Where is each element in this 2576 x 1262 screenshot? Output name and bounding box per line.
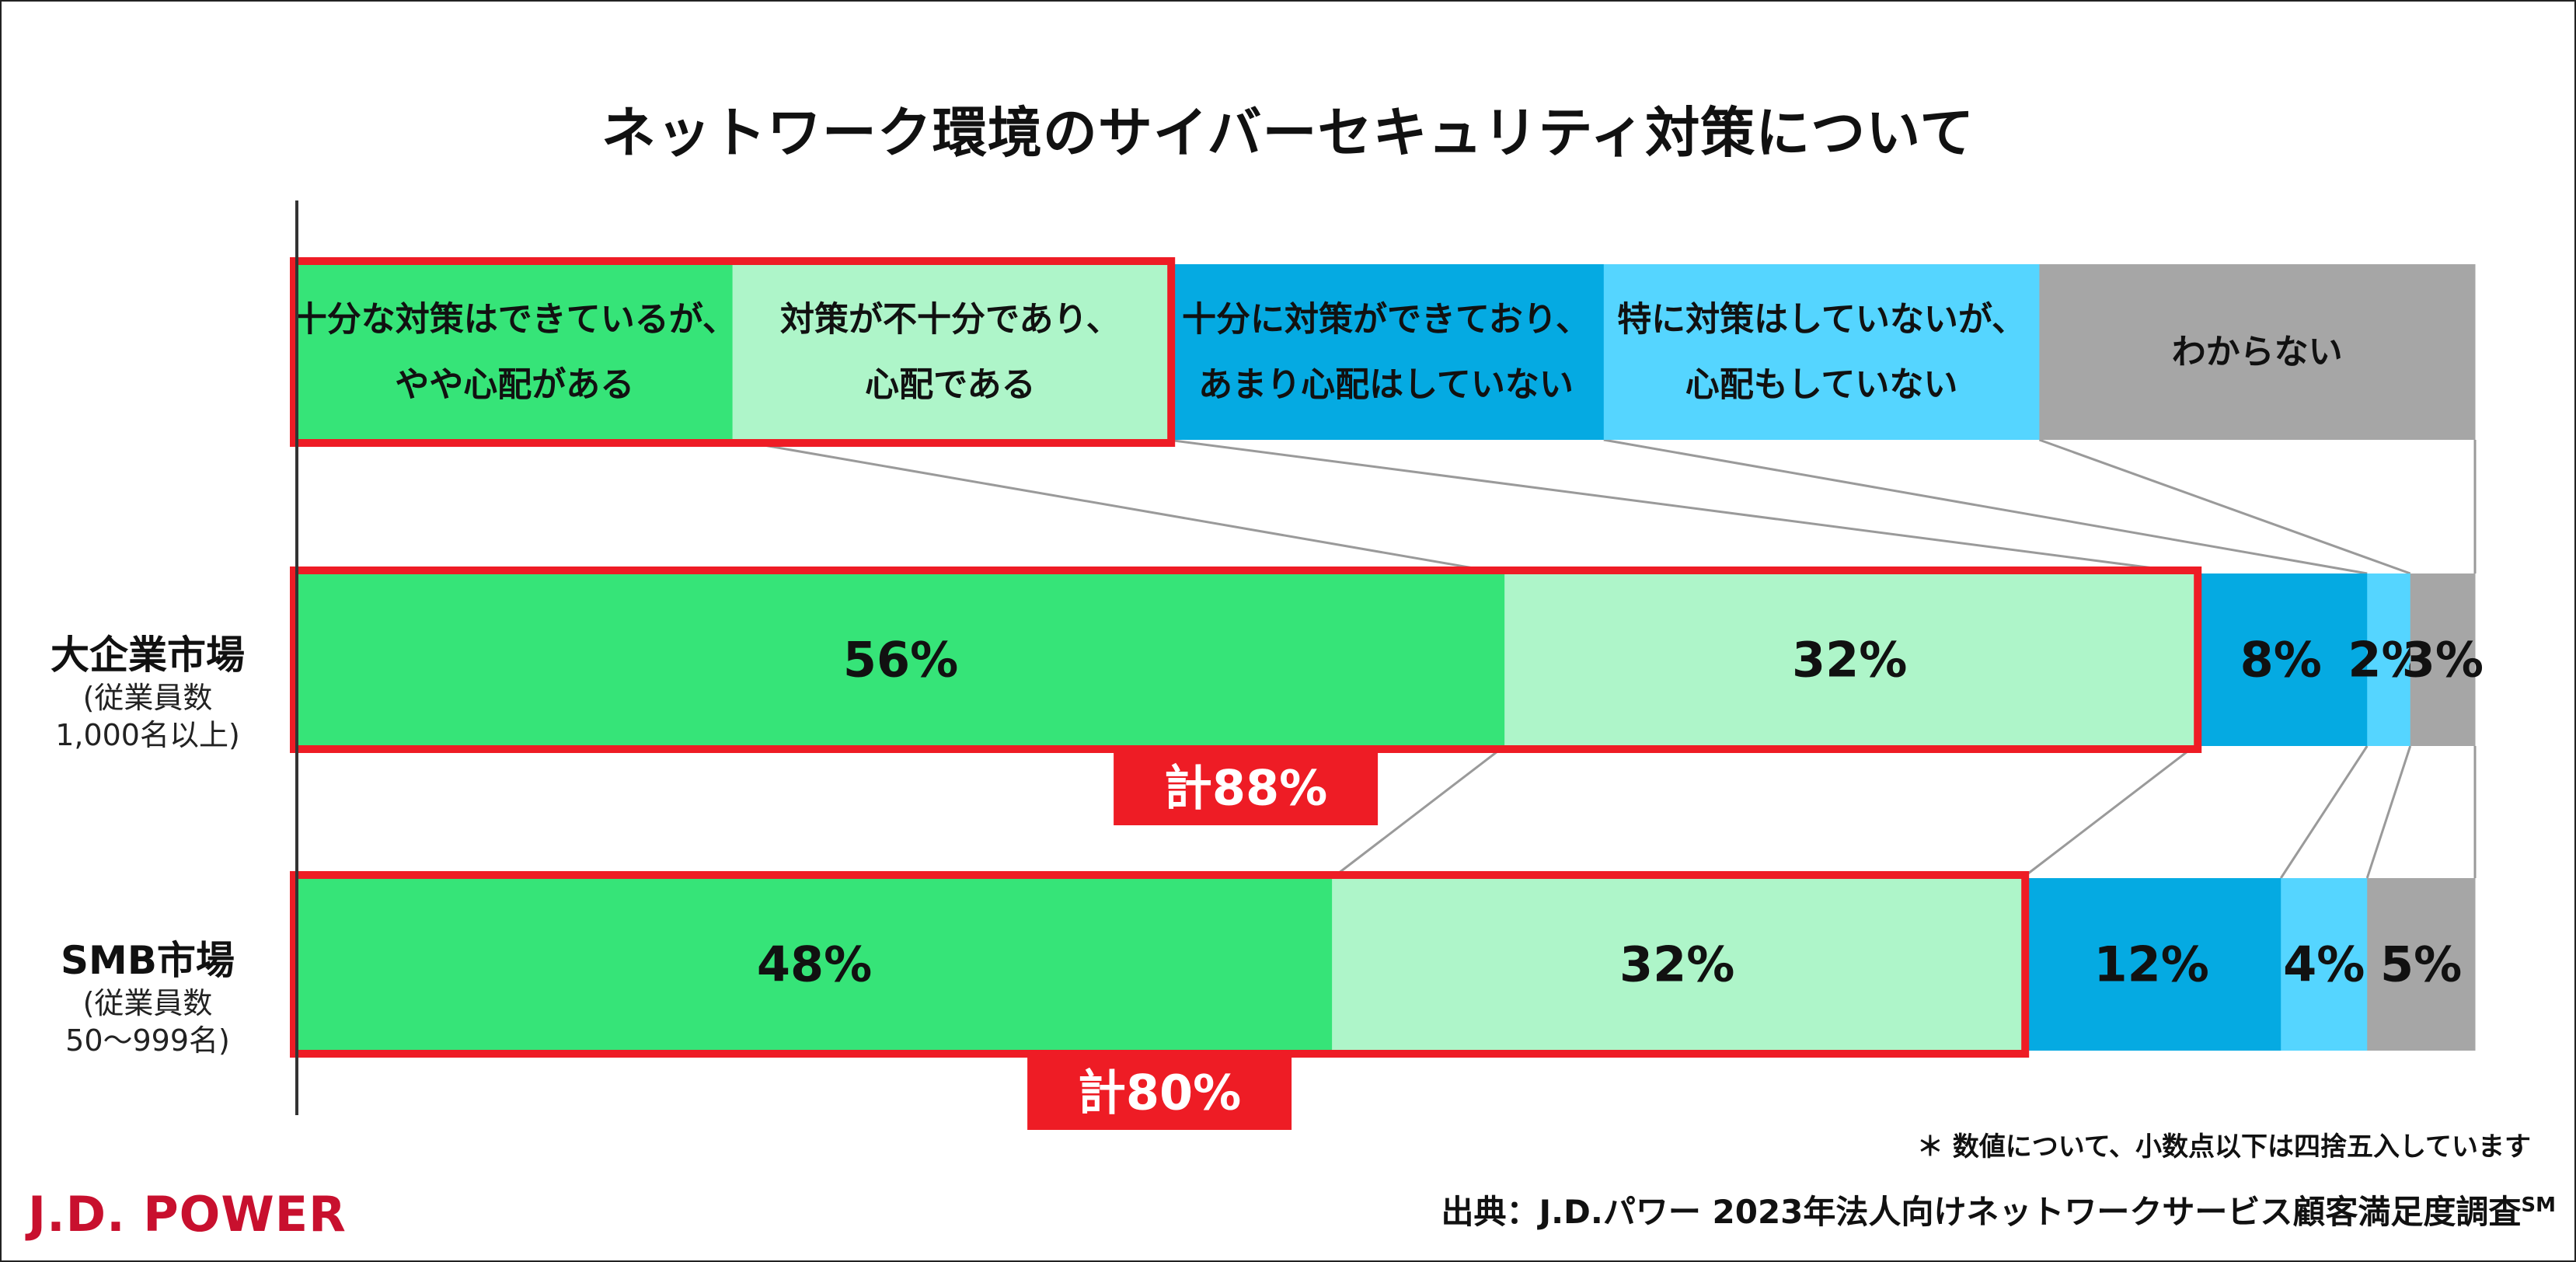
bar-segment xyxy=(297,878,1333,1051)
legend-label: 十分に対策ができており、 xyxy=(1182,300,1590,340)
connector-line xyxy=(2038,438,2411,575)
source-citation: 出典：J.D.パワー 2023年法人向けネットワークサービス顧客満足度調査SM xyxy=(1441,1186,2556,1233)
value-label: 3% xyxy=(2402,632,2484,689)
connector-line xyxy=(1168,438,2195,575)
connector-line xyxy=(1603,438,2368,575)
row-label-sub2: 50～999名) xyxy=(65,1023,230,1058)
bar-segment xyxy=(2410,573,2476,746)
bar-segment xyxy=(2281,878,2368,1051)
legend-swatch xyxy=(1168,264,1605,440)
highlight-box-legend xyxy=(290,257,1176,447)
value-label: 4% xyxy=(2283,936,2365,993)
row-label-main: 大企業市場 xyxy=(51,633,245,678)
value-label: 48% xyxy=(757,936,872,993)
connector-line xyxy=(2365,745,2412,879)
source-text: 出典：J.D.パワー 2023年法人向けネットワークサービス顧客満足度調査 xyxy=(1441,1193,2522,1231)
value-label: 5% xyxy=(2380,936,2462,993)
connector-line xyxy=(732,438,1505,575)
total-badge xyxy=(1114,748,1379,825)
legend-swatch xyxy=(2039,264,2476,440)
legend-swatch xyxy=(297,264,734,440)
bar-segment xyxy=(2367,878,2476,1051)
row-label-sub1: (従業員数 xyxy=(82,986,213,1020)
total-badge xyxy=(1027,1052,1292,1130)
legend-swatch xyxy=(1603,264,2040,440)
value-label: 56% xyxy=(843,632,958,689)
bar-segment xyxy=(297,573,1505,746)
connector-line xyxy=(2279,745,2369,879)
legend-label: やや心配がある xyxy=(395,365,634,405)
value-label: 8% xyxy=(2240,632,2322,689)
connector-line xyxy=(1331,744,1506,880)
bar-segment xyxy=(1332,878,2023,1051)
row-label-sub2: 1,000名以上) xyxy=(55,718,240,752)
row-label-sub1: (従業員数 xyxy=(82,681,213,715)
value-label: 12% xyxy=(2094,936,2209,993)
service-mark: SM xyxy=(2521,1194,2556,1217)
row-label-smb: SMB市場 (従業員数 50～999名) xyxy=(16,936,280,1059)
legend-swatch xyxy=(732,264,1169,440)
value-label: 32% xyxy=(1792,632,1907,689)
rounding-footnote: ＊ 数値について、小数点以下は四捨五入しています xyxy=(1916,1131,2531,1163)
chart-title: ネットワーク環境のサイバーセキュリティ対策について xyxy=(601,101,1975,165)
legend-label: 対策が不十分であり、 xyxy=(780,300,1121,340)
legend-label: あまり心配はしていない xyxy=(1198,365,1574,405)
bar-segment xyxy=(1504,573,2195,746)
legend-label: 心配もしていない xyxy=(1685,365,1958,405)
total-label: 計80% xyxy=(1078,1065,1241,1121)
legend-label: 心配である xyxy=(865,365,1036,405)
connector-line xyxy=(2021,744,2196,880)
legend-label: 十分な対策はできているが、 xyxy=(293,300,737,340)
bar-segment xyxy=(2022,878,2281,1051)
row-label-large-enterprise: 大企業市場 (従業員数 1,000名以上) xyxy=(16,631,280,754)
legend-label: 特に対策はしていないが、 xyxy=(1617,300,2026,340)
bar-segment xyxy=(2367,573,2411,746)
total-label: 計88% xyxy=(1164,760,1327,817)
value-label: 32% xyxy=(1619,936,1734,993)
bar-segment xyxy=(2194,573,2368,746)
row-label-main: SMB市場 xyxy=(61,938,235,983)
legend-label: わからない xyxy=(2172,333,2343,372)
jd-power-logo: J.D. POWER xyxy=(28,1186,347,1243)
